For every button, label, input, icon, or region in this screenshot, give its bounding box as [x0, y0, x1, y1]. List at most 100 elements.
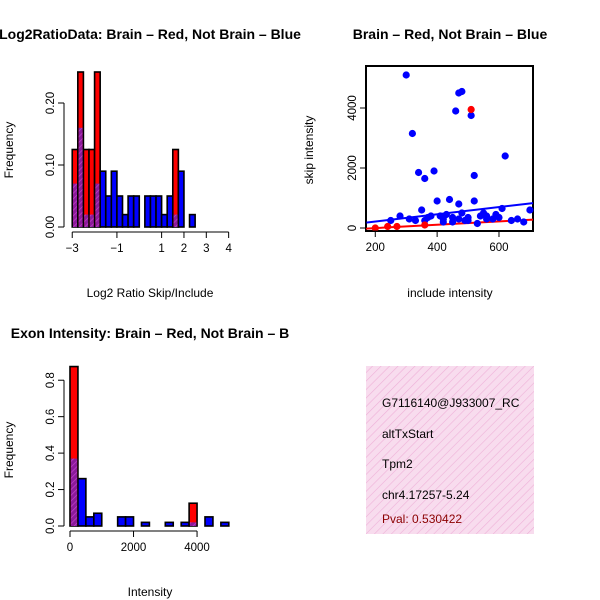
blue-point: [402, 71, 410, 79]
blue-bar: [177, 170, 185, 228]
x-axis-label: Intensity: [128, 585, 173, 599]
blue-point: [507, 216, 515, 225]
blue-point: [483, 212, 491, 220]
y-axis-label: Frequency: [2, 122, 16, 179]
blue-bar: [116, 516, 127, 527]
chart-title: Log2RatioData: Brain – Red, Not Brain – …: [0, 26, 301, 42]
blue-bar: [160, 213, 169, 228]
blue-point: [455, 200, 463, 208]
overlap-bar: [95, 183, 100, 227]
blue-bar: [164, 521, 175, 527]
y-tick-label: 0.20: [45, 92, 57, 114]
blue-point: [513, 215, 522, 223]
histogram-bars: [69, 365, 230, 527]
axes: 0 2000 4000 0.0 0.2 0.4 0.6 0.8: [45, 372, 210, 554]
blue-point: [498, 204, 506, 213]
overlap-bar: [189, 522, 197, 526]
overlap-bar: [84, 214, 89, 227]
blue-point: [458, 209, 466, 217]
info-panel-background: [366, 366, 534, 534]
event-type: altTxStart: [382, 427, 434, 441]
y-tick-label: 4000: [347, 95, 359, 121]
x-tick-label: 600: [489, 242, 508, 254]
blue-point: [421, 174, 429, 183]
overlap-bar: [78, 127, 83, 227]
blue-point: [501, 152, 509, 160]
blue-bar: [121, 213, 129, 228]
x-tick-label: −1: [110, 243, 123, 255]
blue-bar: [93, 512, 103, 527]
x-tick-label: 1: [158, 243, 164, 255]
overlap-bar: [173, 214, 178, 227]
blue-bar: [144, 195, 152, 228]
blue-bar: [127, 195, 135, 228]
blue-bar: [85, 516, 95, 527]
chart-title: Brain – Red, Not Brain – Blue: [353, 26, 548, 42]
blue-point: [448, 213, 457, 222]
y-tick-label: 0.00: [45, 216, 57, 238]
y-tick-label: 0.2: [45, 482, 57, 498]
event-id: G7116140@J933007_RC: [382, 396, 520, 410]
blue-point: [408, 129, 416, 138]
blue-bar: [180, 521, 190, 527]
blue-point: [526, 206, 534, 214]
blue-point: [418, 206, 426, 214]
blue-bar: [132, 195, 141, 228]
blue-bar: [99, 170, 107, 228]
x-tick-label: 0: [67, 542, 73, 554]
blue-bar: [140, 521, 151, 527]
blue-bar: [204, 516, 214, 527]
blue-bar: [155, 195, 163, 228]
intensity-scatter-plot: Brain – Red, Not Brain – Blue 200 400 600 0…: [302, 26, 547, 300]
blue-bar: [77, 477, 87, 527]
blue-point: [476, 212, 485, 220]
p-value: Pval: 0.530422: [382, 512, 462, 526]
scatter-points: [366, 71, 534, 232]
x-tick-label: −3: [66, 243, 79, 255]
event-info-panel: G7116140@J933007_RC altTxStart Tpm2 chr4…: [366, 366, 534, 534]
y-tick-label: 0: [347, 225, 359, 231]
x-tick-label: 2000: [121, 542, 147, 554]
blue-point: [455, 215, 463, 223]
blue-point: [492, 210, 500, 219]
red-point: [371, 224, 379, 232]
gene-name: Tpm2: [382, 457, 413, 471]
blue-bar: [166, 195, 174, 228]
y-tick-label: 0.4: [45, 445, 57, 462]
overlap-bar: [89, 214, 94, 227]
axes: −3 −1 1 2 3 4 0.00 0.10 0.20: [45, 92, 232, 255]
blue-bar: [149, 195, 157, 228]
y-axis-label: skip intensity: [302, 116, 316, 185]
blue-bar: [110, 170, 118, 228]
x-axis-label: Log2 Ratio Skip/Include: [87, 286, 214, 300]
blue-point: [411, 216, 420, 225]
blue-point: [470, 171, 478, 180]
x-axis-label: include intensity: [407, 286, 492, 300]
blue-bar: [188, 213, 196, 228]
info-panel-clip: G7116140@J933007_RC altTxStart Tpm2 chr4…: [382, 396, 520, 526]
red-point: [467, 105, 475, 114]
x-tick-label: 400: [428, 242, 447, 254]
blue-point: [427, 212, 435, 220]
blue-point: [467, 111, 475, 120]
red-point: [384, 222, 392, 231]
x-tick-label: 4000: [184, 542, 210, 554]
blue-point: [470, 197, 478, 205]
blue-point: [405, 215, 413, 223]
blue-bar: [104, 195, 113, 228]
histogram-bars: [71, 71, 196, 228]
blue-point: [433, 197, 441, 205]
x-tick-label: 3: [203, 243, 209, 255]
y-tick-label: 0.6: [45, 409, 57, 425]
overlap-bar: [73, 183, 78, 227]
blue-point: [473, 219, 481, 228]
y-tick-label: 2000: [347, 155, 359, 181]
blue-point: [464, 213, 472, 222]
blue-bar: [116, 195, 124, 228]
axes: 200 400 600 0 2000 4000: [347, 95, 533, 254]
chart-title: Exon Intensity: Brain – Red, Not Brain –…: [11, 325, 290, 341]
blue-point: [445, 195, 454, 204]
blue-point: [442, 210, 451, 219]
blue-point: [387, 216, 395, 225]
